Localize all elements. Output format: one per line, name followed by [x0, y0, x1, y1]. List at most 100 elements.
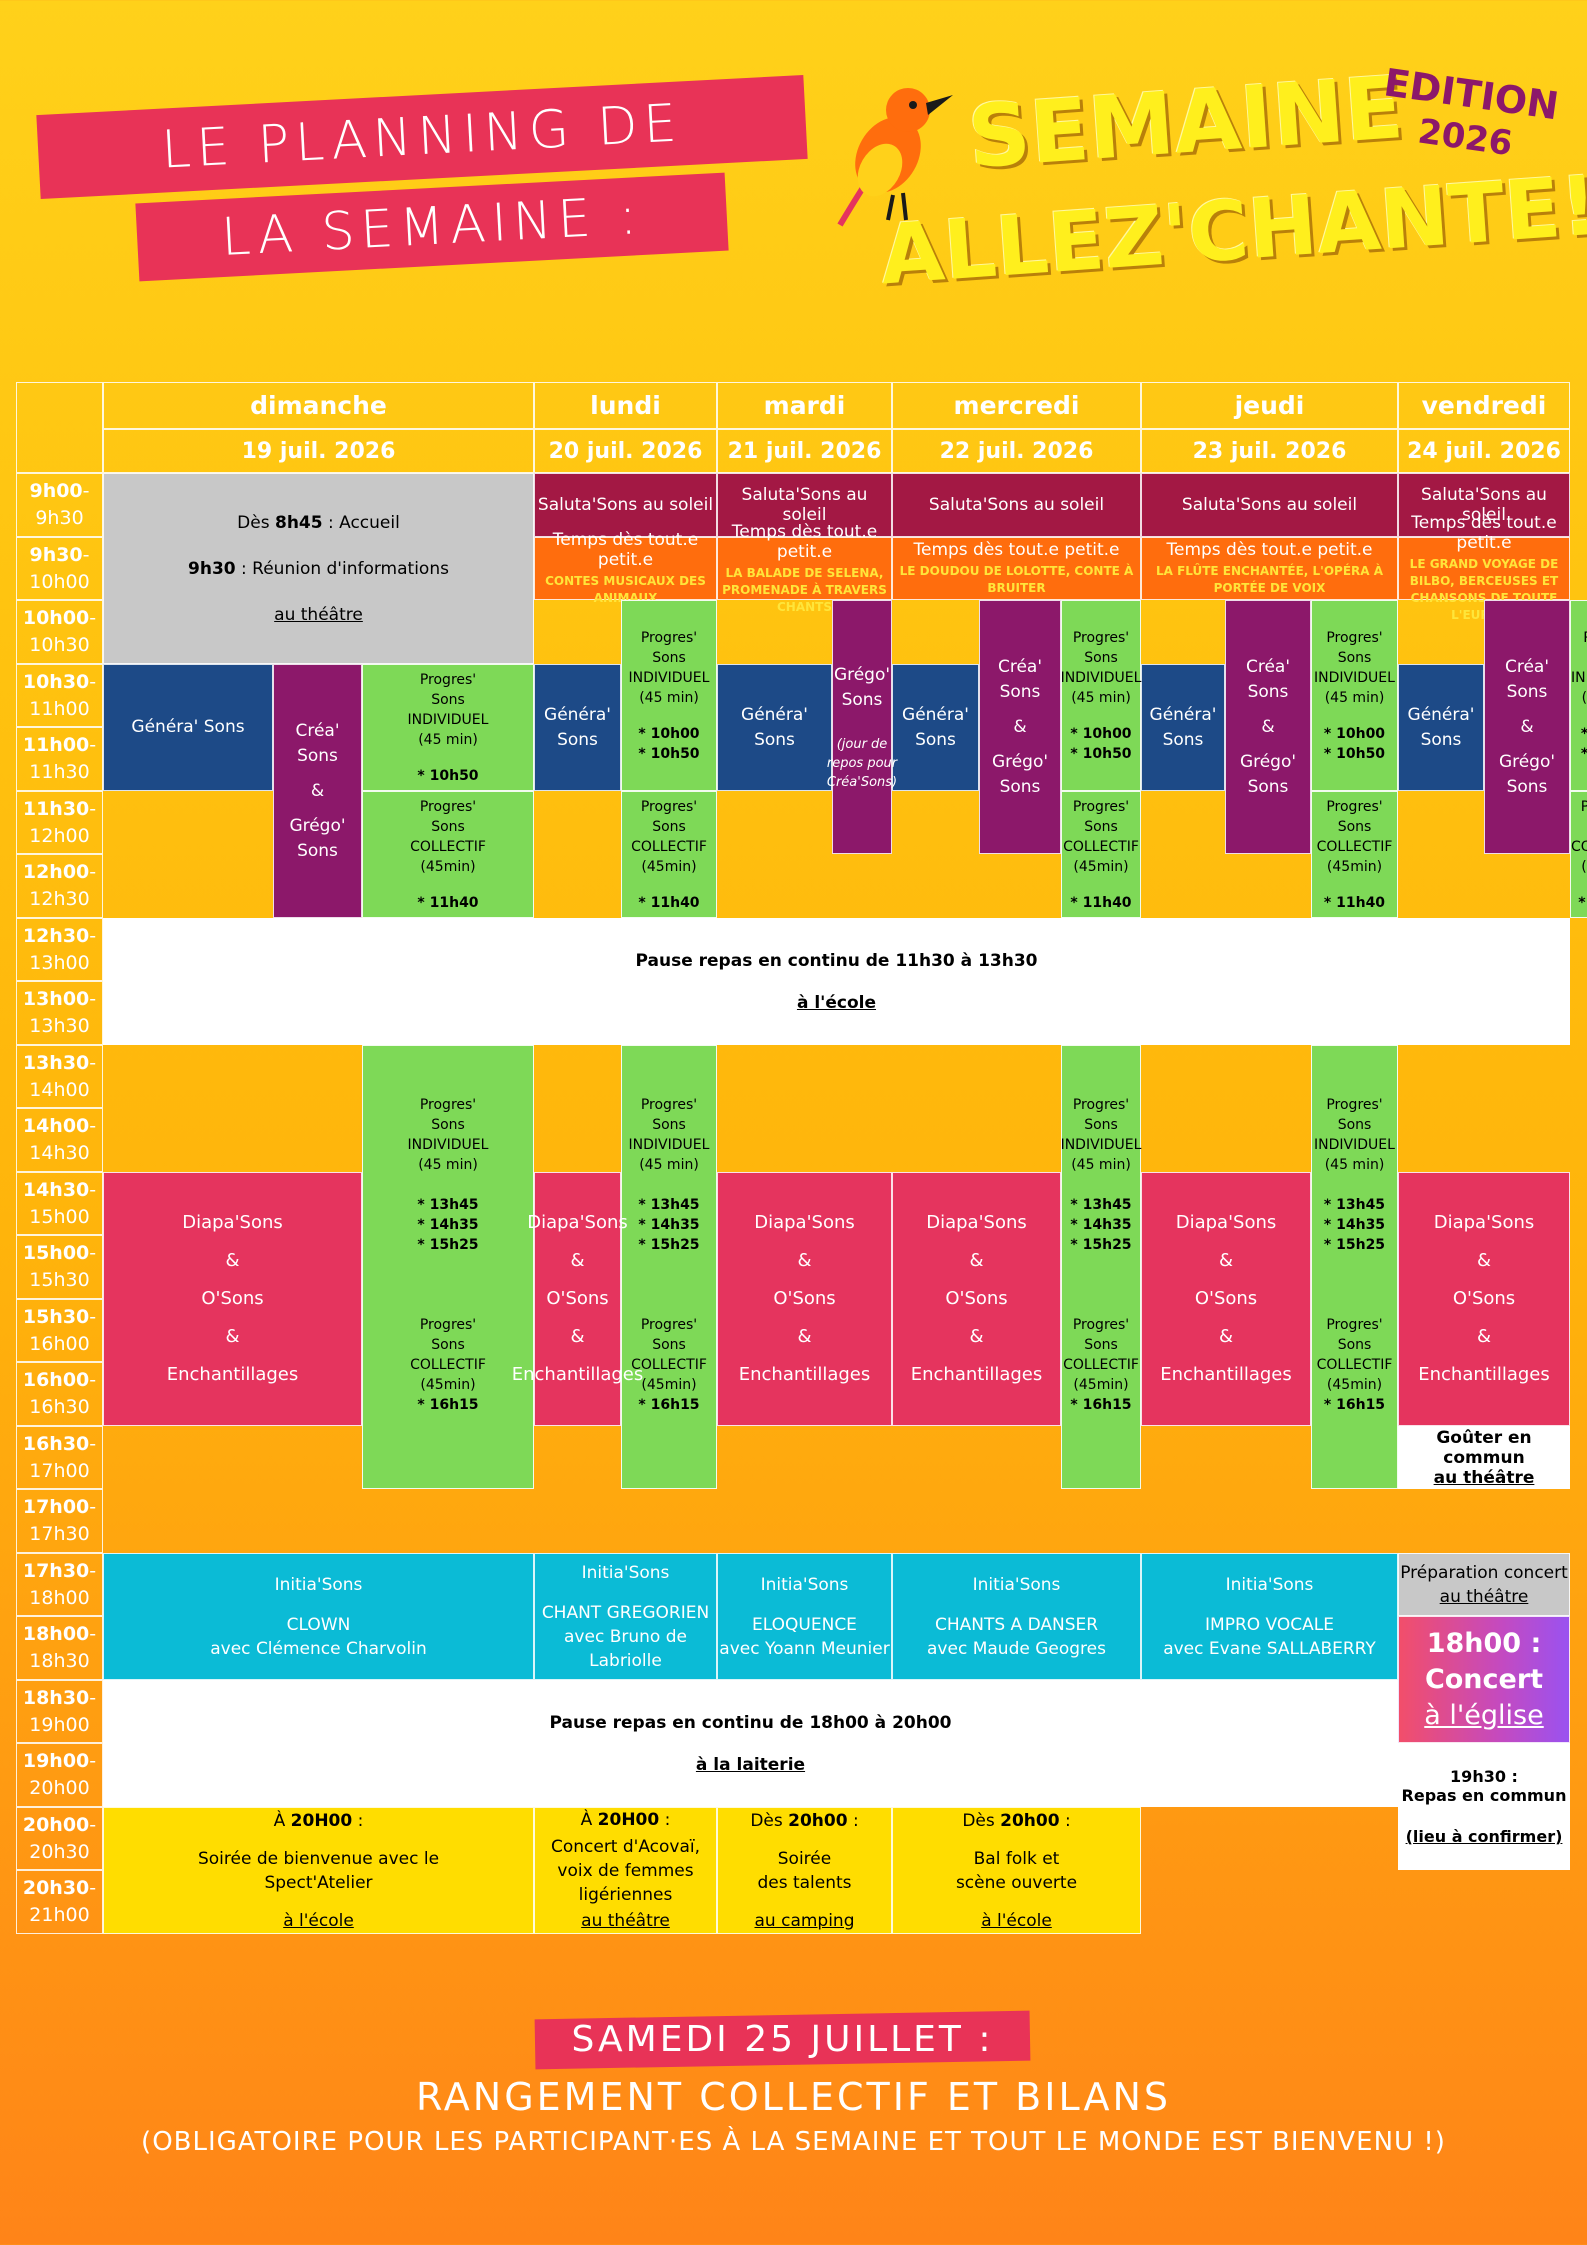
- evening-post: :: [847, 1810, 859, 1831]
- generasons-block: Généra' Sons: [534, 664, 621, 791]
- friday-dinner-l2: Repas en commun: [1401, 1786, 1567, 1805]
- date-header: 20 juil. 2026: [534, 429, 717, 473]
- crea-amp: &: [310, 780, 325, 801]
- prog-time: * 10h50: [638, 745, 700, 762]
- prog-time: * 15h25: [638, 1236, 700, 1253]
- time-end: 10h00: [29, 570, 90, 593]
- prog-l3: INDIVIDUEL: [407, 711, 489, 728]
- date-header: 21 juil. 2026: [717, 429, 892, 473]
- time-slot: 14h00- 14h30: [16, 1108, 103, 1172]
- evening-pre: Dès: [750, 1810, 789, 1831]
- prog-l4: (45 min): [1324, 689, 1385, 706]
- time-slot: 9h00- 9h30: [16, 473, 103, 537]
- day-header: jeudi: [1141, 382, 1398, 429]
- footer-line-3: (OBLIGATOIRE POUR LES PARTICIPANT·ES À L…: [141, 2127, 1446, 2157]
- time-start: 11h00: [22, 734, 90, 756]
- diapasons-block: Diapa'Sons & O'Sons & Enchantillages: [892, 1172, 1061, 1426]
- prog-l3: INDIVIDUEL: [1060, 1136, 1142, 1153]
- prog-l4: (45min): [1073, 1376, 1129, 1393]
- prog-time: * 10h00: [1070, 725, 1132, 742]
- prog-l4: (45min): [1581, 858, 1587, 875]
- evening-event: À 20H00 : Concert d'Acovaï, voix de femme…: [534, 1807, 717, 1934]
- date-label: 24 juil. 2026: [1407, 438, 1561, 464]
- prog-l4: (45 min): [1071, 689, 1131, 706]
- date-header: 23 juil. 2026: [1141, 429, 1398, 473]
- time-start: 20h30: [22, 1877, 90, 1899]
- date-header: 24 juil. 2026: [1398, 429, 1570, 473]
- temps-block: Temps dès tout.e petit.e LE GRAND VOYAGE …: [1398, 513, 1570, 622]
- date-label: 23 juil. 2026: [1192, 438, 1347, 464]
- gouter-block: Goûter en commun au théâtre: [1398, 1426, 1570, 1489]
- initia-title: Initia'Sons: [274, 1574, 363, 1595]
- time-slot: 16h30- 17h00: [16, 1426, 103, 1489]
- time-slot: 16h00- 16h30: [16, 1362, 103, 1426]
- prog-l2: Sons: [1084, 1116, 1118, 1133]
- diapa-l5: Enchantillages: [1160, 1364, 1292, 1385]
- diapa-l1: Diapa'Sons: [182, 1212, 283, 1233]
- prog-time: * 16h15: [417, 1396, 479, 1413]
- prog-time: * 15h25: [417, 1236, 479, 1253]
- day-header: mercredi: [892, 382, 1141, 429]
- time-end: 21h00: [29, 1904, 90, 1926]
- prog-time: * 11h40: [638, 894, 700, 911]
- day-name: jeudi: [1234, 391, 1305, 420]
- temps-block: Temps dès tout.e petit.e LA FLÛTE ENCHANT…: [1141, 537, 1398, 600]
- temps-title: Temps dès tout.e petit.e: [552, 530, 699, 570]
- prog-l2: Sons: [1084, 1336, 1118, 1353]
- footer-line-1: SAMEDI 25 JUILLET :: [571, 2019, 994, 2060]
- date-label: 19 juil. 2026: [241, 438, 396, 464]
- prog-l1: Progres': [419, 1316, 477, 1333]
- creasons-block: Créa' Sons & Grégo' Sons: [1225, 600, 1311, 854]
- diapa-amp: &: [1476, 1326, 1492, 1347]
- evening-desc: voix de femmes ligériennes: [557, 1860, 694, 1905]
- prog-l4: (45 min): [418, 731, 478, 748]
- dinner-pause: Pause repas en continu de 18h00 à 20h00 à…: [103, 1680, 1398, 1807]
- initia-title: Initia'Sons: [760, 1574, 849, 1595]
- prog-time: * 13h45: [1323, 1196, 1386, 1213]
- preparation-concert: Préparation concert au théâtre: [1398, 1553, 1570, 1616]
- initia-activity: IMPRO VOCALE: [1205, 1614, 1334, 1635]
- prog-l3: INDIVIDUEL: [1060, 669, 1142, 686]
- crea-l2: Sons: [297, 745, 338, 766]
- concert-block: 18h00 : Concert à l'église: [1398, 1616, 1570, 1743]
- welcome-text: : Accueil: [322, 512, 400, 533]
- grego-l1: Grégo': [991, 751, 1049, 772]
- generasons-label: Généra' Sons: [1407, 704, 1475, 750]
- prog-l3: COLLECTIF: [1316, 838, 1393, 855]
- prog-l1: Progres': [1072, 629, 1130, 646]
- prog-l3: INDIVIDUEL: [628, 1136, 710, 1153]
- evening-desc: des talents: [757, 1872, 852, 1893]
- prog-l4: (45min): [1326, 858, 1383, 875]
- diapa-l3: O'Sons: [201, 1288, 264, 1309]
- generasons-label: Généra' Sons: [741, 704, 808, 750]
- day-header: mardi: [717, 382, 892, 429]
- prog-l2: Sons: [1337, 649, 1372, 666]
- time-start: 14h00: [22, 1115, 90, 1137]
- concert-text: 18h00 : Concert: [1424, 1627, 1544, 1695]
- diapa-l1: Diapa'Sons: [1175, 1212, 1277, 1233]
- time-slot: 20h00- 20h30: [16, 1807, 103, 1870]
- date-label: 20 juil. 2026: [548, 438, 703, 464]
- prog-time: * 11h40: [417, 894, 479, 911]
- grego-l2: Sons: [297, 840, 338, 861]
- initia-host: avec Yoann Meunier: [719, 1638, 890, 1659]
- initia-title: Initia'Sons: [1225, 1574, 1314, 1595]
- prog-time: * 13h45: [638, 1196, 700, 1213]
- time-start: 17h00: [22, 1496, 90, 1518]
- time-end: 9h30: [35, 507, 84, 529]
- progressons-individuel: Progres' Sons INDIVIDUEL (45 min) * 10h00 * 1…: [621, 600, 717, 791]
- salutasons-label: Saluta'Sons au soleil: [741, 485, 868, 525]
- evening-place: à l'école: [981, 1910, 1052, 1931]
- prog-time: * 14h35: [1323, 1216, 1386, 1233]
- temps-block: Temps dès tout.e petit.e LA BALADE DE SEL…: [717, 522, 892, 614]
- initia-host: avec Evane SALLABERRY: [1163, 1638, 1376, 1659]
- time-start: 15h30: [22, 1305, 90, 1328]
- prog-l1: Progres': [1326, 1316, 1383, 1333]
- diapa-amp: &: [570, 1326, 585, 1347]
- prog-l4: (45 min): [418, 1156, 478, 1173]
- time-slot: 17h30- 18h00: [16, 1553, 103, 1616]
- prog-time: * 10h50: [417, 767, 479, 784]
- prog-l3: INDIVIDUEL: [1314, 1136, 1395, 1153]
- time-slot: 10h00- 10h30: [16, 600, 103, 664]
